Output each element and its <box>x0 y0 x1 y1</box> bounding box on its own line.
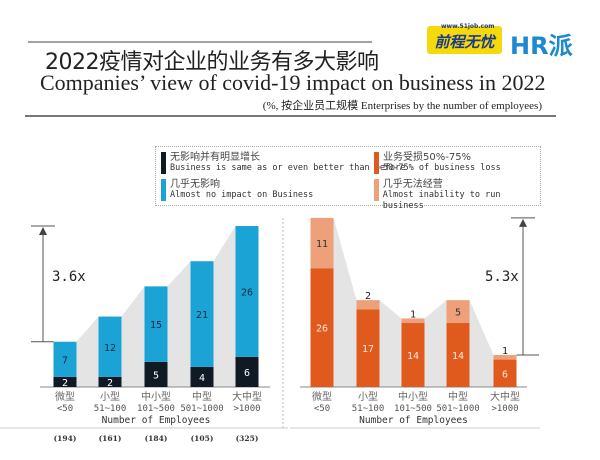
category-label-range: 101~500 <box>137 404 175 414</box>
legend-item: 无影响并有明显增长 Business is same as or even bet… <box>161 152 405 174</box>
category-label-range: >1000 <box>233 404 260 414</box>
bar-segment <box>310 217 334 269</box>
logo-51job-url: www.51job.com <box>441 23 495 30</box>
arrow-head-icon <box>519 218 527 227</box>
data-label: 14 <box>407 351 419 362</box>
logo-hr: HR派 <box>510 32 573 60</box>
data-label: 21 <box>196 310 208 321</box>
data-label: 11 <box>316 239 328 250</box>
bar-segment <box>190 261 214 367</box>
data-label: 1 <box>502 346 508 357</box>
bar-segment <box>98 316 122 377</box>
bar-segment <box>356 309 380 387</box>
data-label: 4 <box>199 373 205 384</box>
sample-size: (161) <box>99 434 122 443</box>
subtitle: (%, 按企业员工规模 Enterprises by the number of… <box>262 100 542 112</box>
data-label: 7 <box>62 355 68 366</box>
legend-swatch <box>161 152 166 174</box>
bar-segment <box>446 323 470 387</box>
category-label-range: <50 <box>57 404 73 414</box>
data-label: 2 <box>107 378 113 389</box>
legend-label-en: Almost inability to run business <box>382 190 501 211</box>
data-label: 1 <box>410 309 416 320</box>
category-label-cn: 微型 <box>312 390 332 403</box>
legend-item: 几乎无影响 Almost no impact on Business <box>161 179 313 201</box>
legend-label-en: Almost no impact on Business <box>170 190 314 200</box>
arrow-head-icon <box>39 227 47 236</box>
legend-label-cn: 几乎无法经营 <box>382 179 443 190</box>
sample-size: (184) <box>145 434 168 443</box>
category-label-cn: 小型 <box>100 390 120 403</box>
logo-51job: www.51job.com 前程无忧 <box>427 23 502 54</box>
bar-segment <box>401 318 425 324</box>
ratio-annotation: 5.3x <box>485 269 519 285</box>
sample-size: (325) <box>236 434 259 443</box>
legend: 无影响并有明显增长 Business is same as or even bet… <box>155 146 541 211</box>
logo-51job-text: 前程无忧 <box>434 33 495 51</box>
title-chinese: 2022疫情对企业的业务有多大影响 <box>45 50 379 75</box>
category-label-range: 51~100 <box>352 404 385 414</box>
data-label: 6 <box>244 368 250 379</box>
legend-swatch <box>374 179 379 201</box>
category-label-range: 101~500 <box>394 404 432 414</box>
x-axis-title: Number of Employees <box>102 415 211 426</box>
bar-segment <box>310 268 334 387</box>
legend-item: 业务受损50%-75% 50-75% of business loss <box>374 152 501 174</box>
category-label-cn: 小型 <box>358 390 378 403</box>
data-label: 14 <box>452 351 464 362</box>
data-label: 2 <box>62 378 68 389</box>
legend-swatch <box>374 152 379 174</box>
data-label: 17 <box>362 344 374 355</box>
bar-segment <box>356 300 380 310</box>
bar-segment <box>190 366 214 387</box>
bar-segment <box>53 341 77 377</box>
data-label: 12 <box>104 343 116 354</box>
bar-segment <box>446 300 470 324</box>
bar-segment <box>98 376 122 387</box>
category-label-range: 501~1000 <box>436 404 479 414</box>
legend-label-cn: 无影响并有明显增长 <box>170 152 260 163</box>
category-label-cn: 中型 <box>448 390 468 403</box>
legend-label-en: Business is same as or even better than … <box>170 163 406 173</box>
bar-segment <box>493 359 517 387</box>
category-label-cn: 大中型 <box>490 390 520 403</box>
legend-label-cn: 业务受损50%-75% <box>383 152 472 163</box>
bar-segment <box>53 376 77 387</box>
category-label-cn: 中小型 <box>141 390 171 403</box>
legend-swatch <box>161 179 166 201</box>
category-label-cn: 中型 <box>192 390 212 403</box>
category-label-cn: 微型 <box>55 390 75 403</box>
bar-segment <box>235 356 259 387</box>
sample-size: (105) <box>191 434 214 443</box>
bar-segment <box>235 226 259 357</box>
category-label-range: 501~1000 <box>180 404 223 414</box>
bar-segment <box>144 286 168 362</box>
category-label-range: <50 <box>314 404 330 414</box>
x-axis-title: Number of Employees <box>359 415 468 426</box>
legend-label-en: 50-75% of business loss <box>383 163 501 173</box>
legend-label-cn: 几乎无影响 <box>170 179 220 190</box>
category-label-range: 51~100 <box>94 404 127 414</box>
ratio-annotation: 3.6x <box>52 269 86 285</box>
bar-segment <box>144 361 168 387</box>
data-label: 2 <box>365 291 371 302</box>
data-label: 5 <box>153 370 159 381</box>
data-label: 26 <box>241 287 253 298</box>
legend-item: 几乎无法经营 Almost inability to run business <box>374 179 540 212</box>
data-label: 26 <box>316 324 328 335</box>
bar-segment <box>493 355 517 360</box>
bar-segment <box>401 323 425 387</box>
category-label-cn: 大中型 <box>232 390 262 403</box>
category-label-range: >1000 <box>491 404 518 414</box>
data-label: 5 <box>455 308 461 319</box>
data-label: 15 <box>150 320 162 331</box>
sample-size: (194) <box>54 434 77 443</box>
title-english: Companies’ view of covid-19 impact on bu… <box>40 70 546 95</box>
category-label-cn: 中小型 <box>398 390 428 403</box>
data-label: 6 <box>502 369 508 380</box>
